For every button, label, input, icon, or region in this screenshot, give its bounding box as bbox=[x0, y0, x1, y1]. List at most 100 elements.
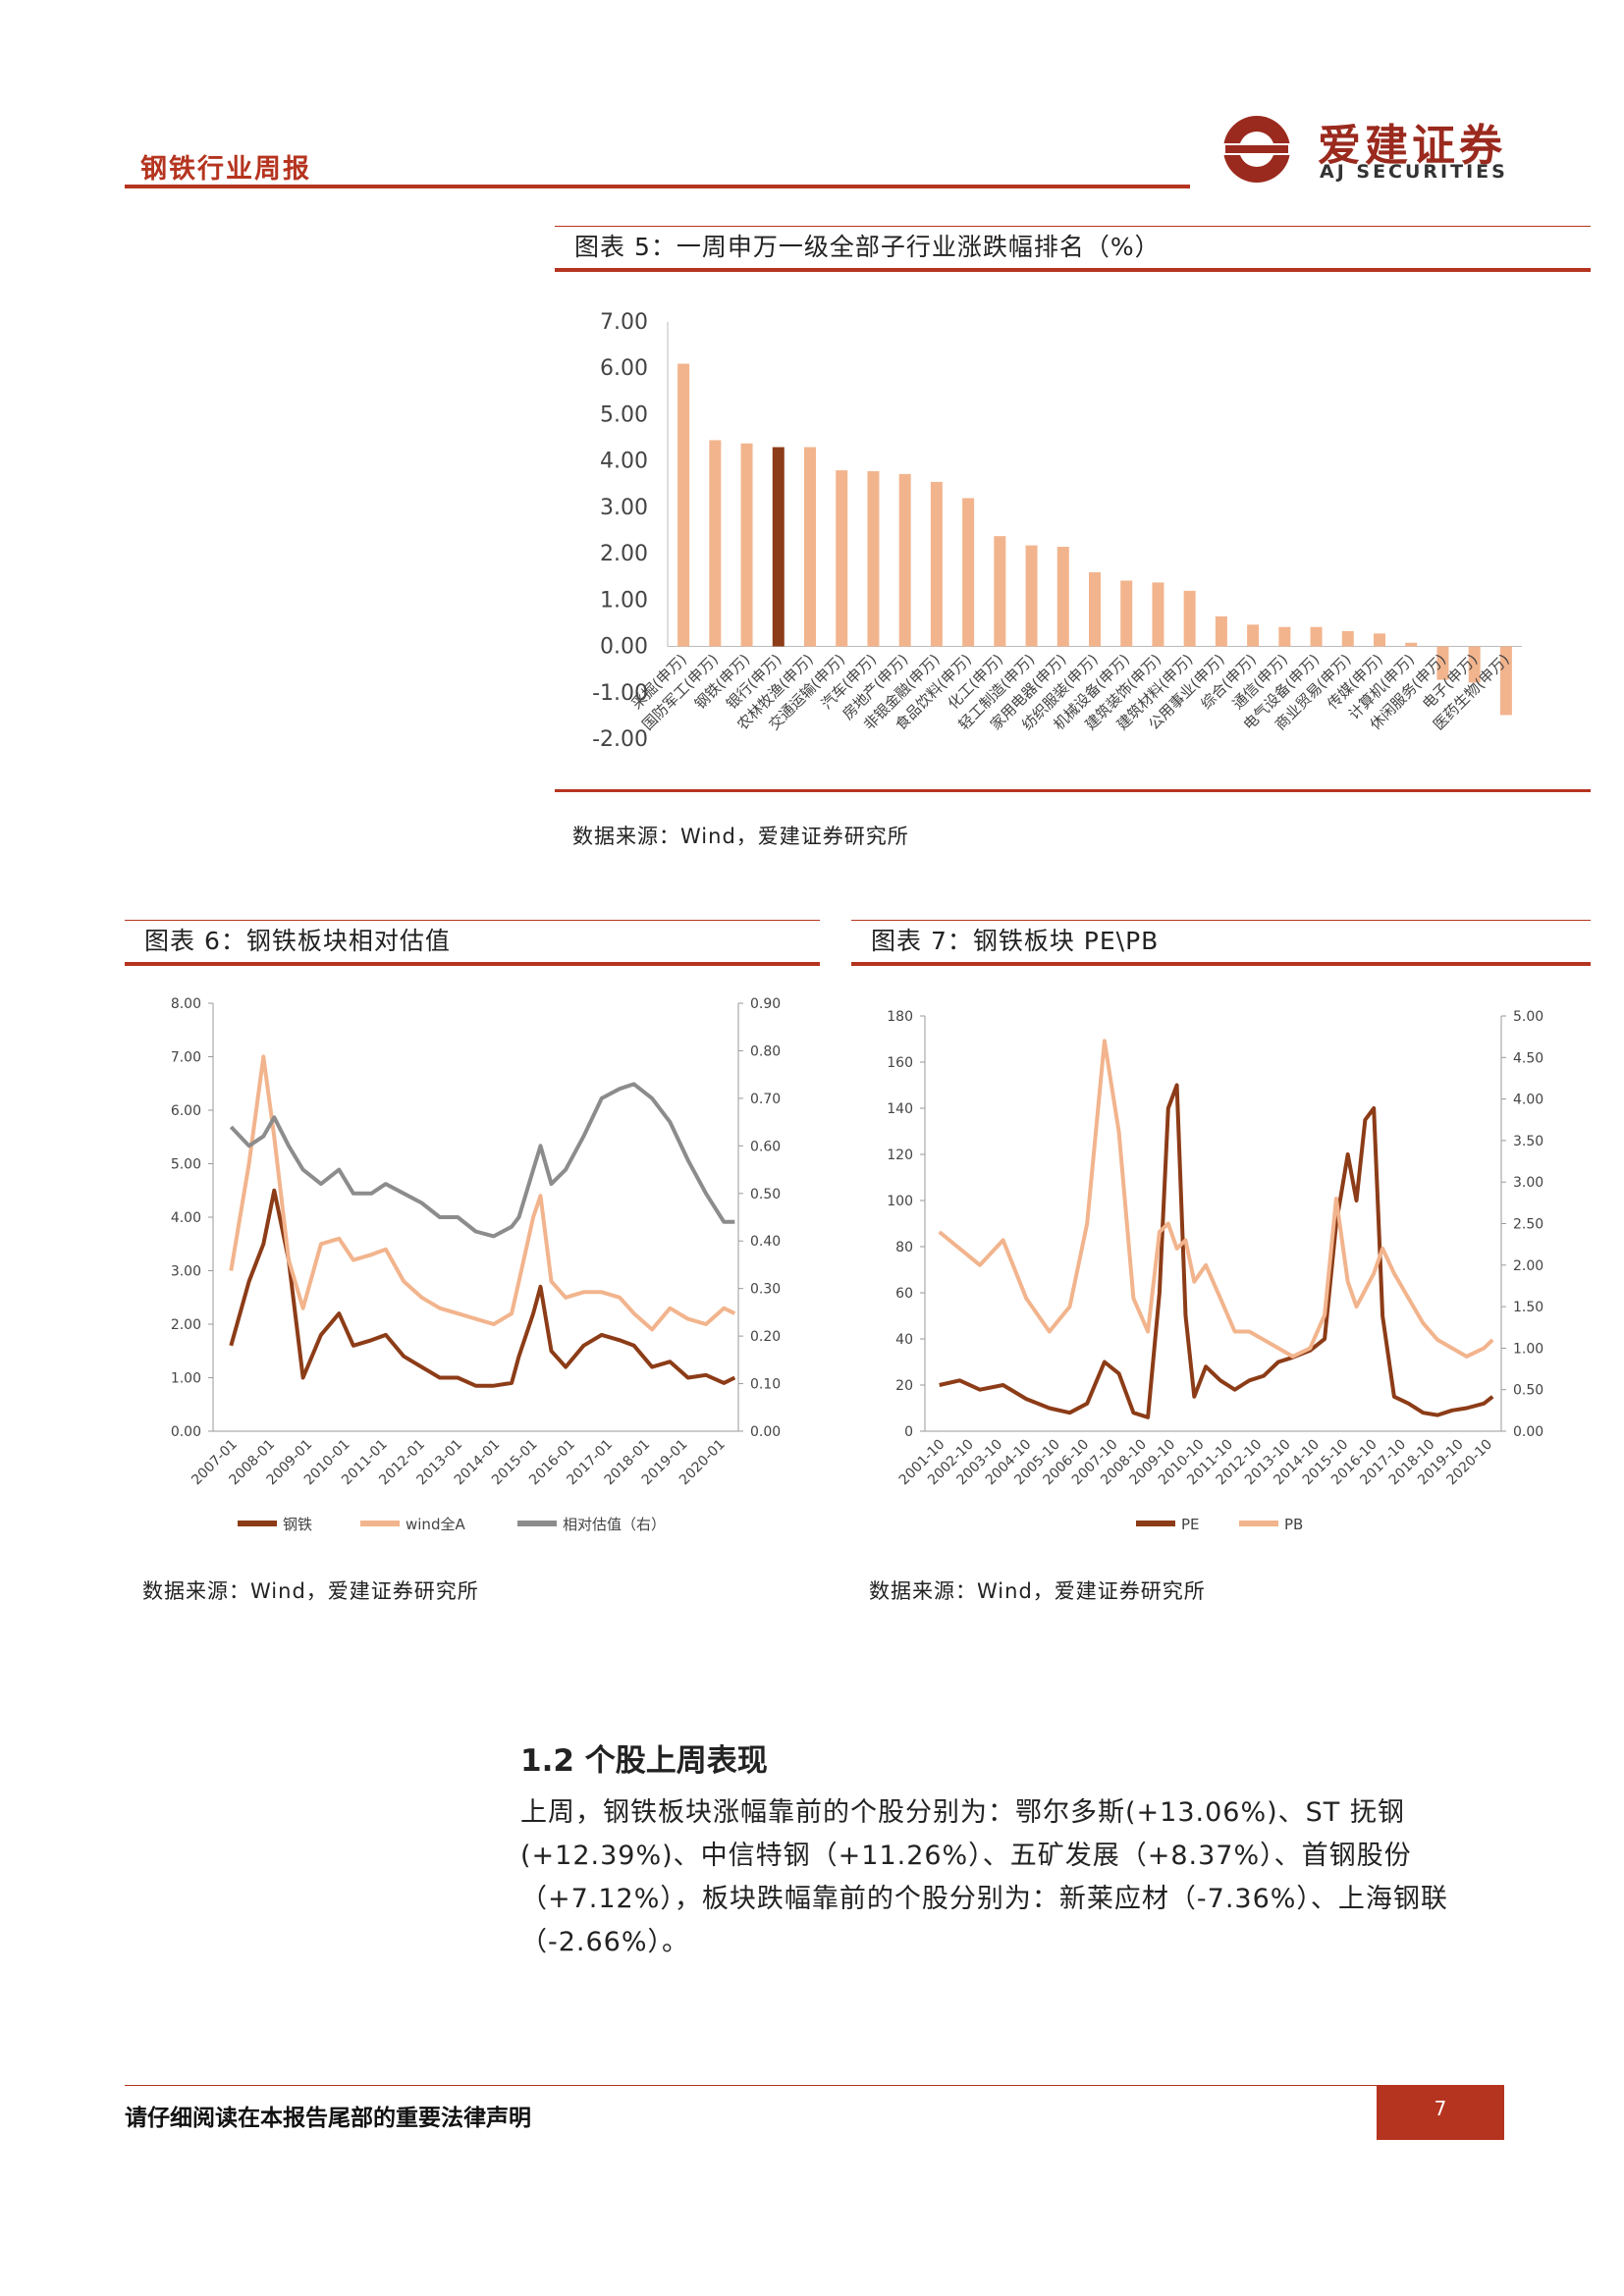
bar bbox=[1468, 646, 1481, 683]
right-tick-label: 0.80 bbox=[750, 1043, 781, 1059]
page-number: 7 bbox=[1377, 2085, 1504, 2140]
left-tick-label: 140 bbox=[887, 1101, 913, 1117]
figure-5-bar-chart: 7.00 6.00 5.00 4.00 3.00 2.00 1.00 0.00 -1.00 -2.… bbox=[592, 310, 1522, 752]
left-tick-label: 0.00 bbox=[171, 1424, 201, 1440]
bar bbox=[1120, 580, 1133, 647]
series-line bbox=[229, 1082, 735, 1239]
left-tick-label: 2.00 bbox=[171, 1317, 201, 1333]
y-tick-label: -1.00 bbox=[592, 681, 648, 706]
series-line bbox=[229, 1054, 736, 1332]
right-tick-label: 4.50 bbox=[1513, 1050, 1543, 1066]
bar bbox=[1247, 624, 1260, 647]
bar bbox=[709, 440, 722, 647]
y-tick-label: 0.00 bbox=[600, 635, 648, 660]
right-tick-label: 0.30 bbox=[750, 1282, 781, 1298]
bar bbox=[1152, 582, 1164, 647]
bar bbox=[836, 470, 848, 647]
left-tick-label: 60 bbox=[895, 1286, 913, 1302]
figure-6-source: 数据来源：Wind，爱建证券研究所 bbox=[142, 1579, 479, 1603]
bar bbox=[930, 481, 943, 647]
footer-divider bbox=[125, 2085, 1504, 2086]
legend-label: 钢铁 bbox=[283, 1516, 312, 1533]
figure-7-caption: 图表 7：钢铁板块 PE\PB bbox=[851, 920, 1591, 966]
left-tick-label: 120 bbox=[887, 1148, 913, 1163]
logo-chinese-name: 爱建证券 bbox=[1318, 121, 1506, 171]
left-tick-label: 8.00 bbox=[171, 996, 201, 1012]
bar bbox=[1056, 547, 1069, 647]
right-tick-label: 0.00 bbox=[1513, 1424, 1543, 1440]
figure-6-caption: 图表 6：钢铁板块相对估值 bbox=[125, 920, 820, 966]
right-tick-label: 0.10 bbox=[750, 1377, 781, 1393]
left-tick-label: 6.00 bbox=[171, 1103, 201, 1119]
left-tick-label: 1.00 bbox=[171, 1371, 201, 1387]
bar bbox=[962, 498, 975, 647]
legend-label: PB bbox=[1284, 1516, 1303, 1533]
bar bbox=[994, 536, 1006, 647]
left-tick-label: 4.00 bbox=[171, 1210, 201, 1226]
bar bbox=[1374, 633, 1385, 647]
right-tick-label: 3.00 bbox=[1513, 1175, 1543, 1191]
bar bbox=[1215, 615, 1227, 647]
header-divider bbox=[125, 185, 1190, 188]
right-tick-label: 0.20 bbox=[750, 1329, 781, 1345]
y-tick-label: 3.00 bbox=[600, 496, 648, 520]
bar bbox=[1025, 545, 1038, 647]
right-tick-label: 0.50 bbox=[750, 1187, 781, 1202]
right-tick-label: 0.60 bbox=[750, 1139, 781, 1154]
bar bbox=[1310, 626, 1323, 647]
left-tick-label: 5.00 bbox=[171, 1157, 201, 1173]
bar bbox=[1341, 630, 1354, 647]
section-paragraph: 上周，钢铁板块涨幅靠前的个股分别为：鄂尔多斯(+13.06%)、ST 抚钢(+1… bbox=[520, 1797, 1448, 1957]
bar bbox=[898, 473, 911, 647]
bar bbox=[772, 447, 785, 647]
right-tick-label: 1.50 bbox=[1513, 1300, 1543, 1315]
aj-logo-icon bbox=[1218, 116, 1296, 183]
left-tick-label: 80 bbox=[895, 1240, 913, 1255]
bar bbox=[1405, 642, 1418, 647]
right-tick-label: 1.00 bbox=[1513, 1341, 1543, 1357]
left-tick-label: 160 bbox=[887, 1055, 913, 1071]
legal-notice: 请仔细阅读在本报告尾部的重要法律声明 bbox=[125, 2106, 531, 2131]
right-tick-label: 4.00 bbox=[1513, 1093, 1543, 1108]
left-tick-label: 0 bbox=[904, 1424, 913, 1440]
right-tick-label: 3.50 bbox=[1513, 1134, 1543, 1149]
bar bbox=[1436, 646, 1449, 680]
y-tick-label: 5.00 bbox=[600, 402, 648, 427]
right-tick-label: 0.70 bbox=[750, 1092, 781, 1107]
y-tick-label: -2.00 bbox=[592, 727, 648, 752]
legend-label: PE bbox=[1181, 1516, 1200, 1533]
y-tick-label: 4.00 bbox=[600, 450, 648, 474]
series-line bbox=[229, 1188, 736, 1388]
bar bbox=[1183, 590, 1196, 647]
logo-english-name: AJ SECURITIES bbox=[1320, 161, 1508, 183]
figure-5-source: 数据来源：Wind，爱建证券研究所 bbox=[572, 825, 909, 848]
legend-label: 相对估值（右） bbox=[563, 1516, 666, 1533]
bar bbox=[804, 447, 816, 647]
y-tick-label: 6.00 bbox=[600, 356, 648, 381]
y-tick-label: 2.00 bbox=[600, 542, 648, 566]
left-tick-label: 40 bbox=[895, 1332, 913, 1348]
left-tick-label: 7.00 bbox=[171, 1050, 201, 1066]
bar bbox=[677, 363, 690, 647]
bar bbox=[1089, 572, 1101, 647]
series-line bbox=[939, 1083, 1494, 1419]
y-tick-label: 1.00 bbox=[600, 588, 648, 613]
figure-7-source: 数据来源：Wind，爱建证券研究所 bbox=[869, 1579, 1206, 1603]
right-tick-label: 0.00 bbox=[750, 1424, 781, 1440]
left-tick-label: 20 bbox=[895, 1378, 913, 1394]
left-tick-label: 3.00 bbox=[171, 1264, 201, 1280]
figure-5-caption: 图表 5：一周申万一级全部子行业涨跌幅排名（%） bbox=[555, 226, 1591, 272]
y-tick-label: 7.00 bbox=[600, 310, 648, 335]
left-tick-label: 100 bbox=[887, 1194, 913, 1209]
figure-6-line-chart: 8.00 7.00 6.00 5.00 4.00 3.00 2.00 1.00 0.00 0.90… bbox=[171, 996, 781, 1533]
bar bbox=[867, 471, 880, 647]
right-tick-label: 2.00 bbox=[1513, 1258, 1543, 1274]
series-line bbox=[938, 1039, 1494, 1359]
report-header-title: 钢铁行业周报 bbox=[140, 154, 311, 185]
right-tick-label: 2.50 bbox=[1513, 1217, 1543, 1233]
right-tick-label: 0.40 bbox=[750, 1234, 781, 1250]
figure-5-bottom-rule bbox=[555, 789, 1591, 792]
right-tick-label: 0.90 bbox=[750, 996, 781, 1012]
bar bbox=[740, 443, 753, 647]
left-tick-label: 180 bbox=[887, 1009, 913, 1025]
